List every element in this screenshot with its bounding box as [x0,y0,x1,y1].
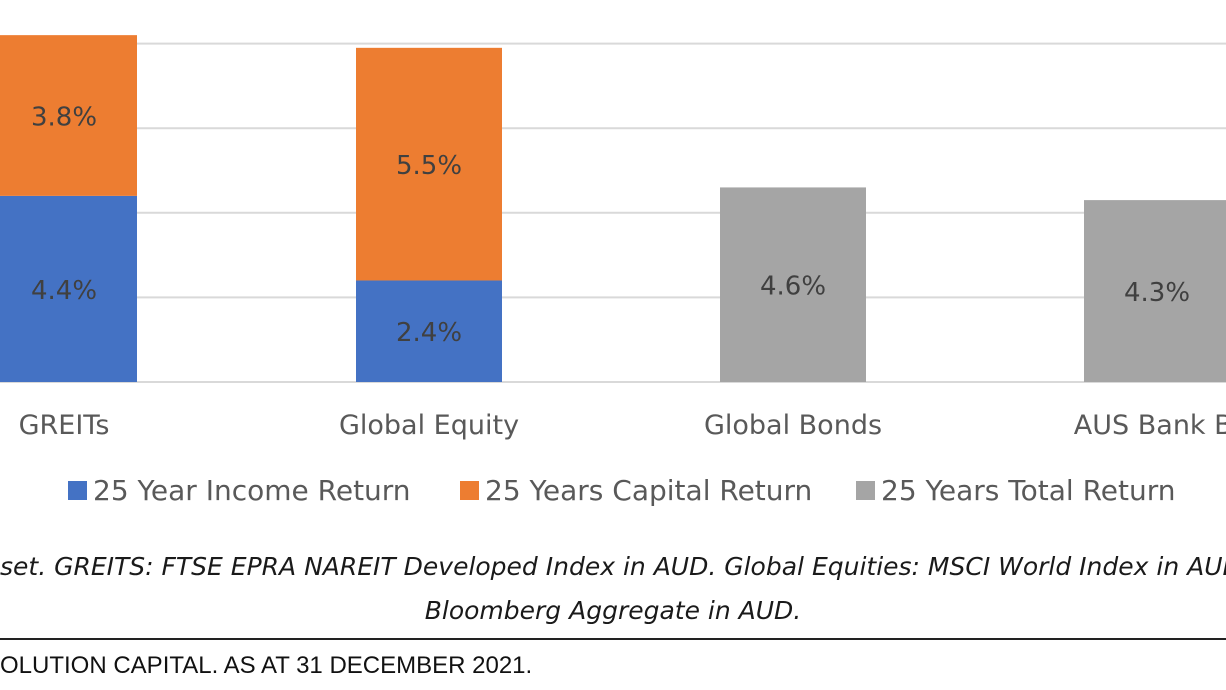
legend-swatch-capital [460,481,479,500]
data-label: 4.4% [31,276,97,306]
data-label: 4.6% [760,272,826,302]
legend-item-total: 25 Years Total Return [856,474,1176,507]
bar-segment [1084,200,1226,382]
category-label: Global Equity [339,410,519,441]
legend-swatch-income [68,481,87,500]
legend-label-total: 25 Years Total Return [881,474,1176,507]
category-label: GREITs [19,410,110,441]
bars [0,35,1226,382]
legend-label-capital: 25 Years Capital Return [485,474,813,507]
source-line: OLUTION CAPITAL. AS AT 31 DECEMBER 2021. [0,652,533,679]
divider [0,638,1226,640]
chart-note-line-2: Bloomberg Aggregate in AUD. [424,596,802,625]
bar-segment [0,195,137,382]
bar-segment [356,280,502,382]
data-label: 5.5% [396,151,462,181]
category-label: Global Bonds [704,410,882,441]
bar-segment [720,187,866,382]
data-label: 2.4% [396,318,462,348]
stacked-bar-chart: 4.4% 3.8% 2.4% 5.5% 4.6% 4.3% GREITs Global Eq… [0,35,1226,441]
chart-note-line-1: set. GREITS: FTSE EPRA NAREIT Developed … [0,552,1226,581]
category-label: AUS Bank Bi [1074,410,1226,441]
bar-segment [356,47,502,281]
gridlines [0,42,1226,383]
legend-label-income: 25 Year Income Return [93,474,411,507]
bar-segment [0,35,137,196]
data-label: 4.3% [1124,278,1190,308]
category-labels: GREITs Global Equity Global Bonds AUS Bank … [19,410,1226,441]
legend-item-income: 25 Year Income Return [68,474,411,507]
legend-item-capital: 25 Years Capital Return [460,474,812,507]
data-labels: 4.4% 3.8% 2.4% 5.5% 4.6% 4.3% [31,103,1190,349]
data-label: 3.8% [31,103,97,133]
legend: 25 Year Income Return 25 Years Capital R… [0,474,1226,514]
legend-swatch-total [856,481,875,500]
